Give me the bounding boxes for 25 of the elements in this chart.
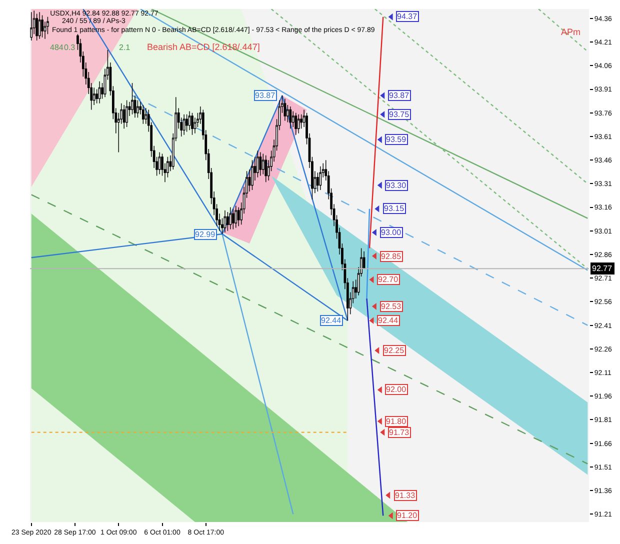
data-label: 93.87	[255, 91, 276, 100]
data-label: 92.44	[321, 316, 342, 325]
data-label: 91.73	[389, 428, 410, 437]
data-label: 92.85	[381, 252, 402, 261]
data-label: 92.25	[384, 346, 405, 355]
data-label: 91.20	[397, 511, 418, 520]
data-label: 93.87	[389, 91, 410, 100]
data-label: 93.30	[386, 181, 407, 190]
data-label: 92.70	[378, 275, 399, 284]
data-label: 92.44	[378, 316, 399, 325]
annotation: APm	[561, 27, 581, 37]
data-label: 93.75	[389, 110, 410, 119]
data-label: 92.53	[381, 302, 402, 311]
data-label: 93.15	[384, 204, 405, 213]
data-label: 91.80	[386, 417, 407, 426]
annotation: 0.3	[64, 43, 76, 52]
annotation: 2.1	[119, 43, 131, 52]
annotation: 484	[50, 43, 64, 52]
data-label: 92.00	[386, 385, 407, 394]
data-label: 93.00	[381, 228, 402, 237]
data-label: 92.99	[195, 230, 216, 239]
data-label: 93.59	[386, 135, 407, 144]
data-label: 91.33	[395, 491, 416, 500]
ref-line-label: 92.77	[592, 264, 613, 273]
data-label: 94.37	[397, 12, 418, 21]
